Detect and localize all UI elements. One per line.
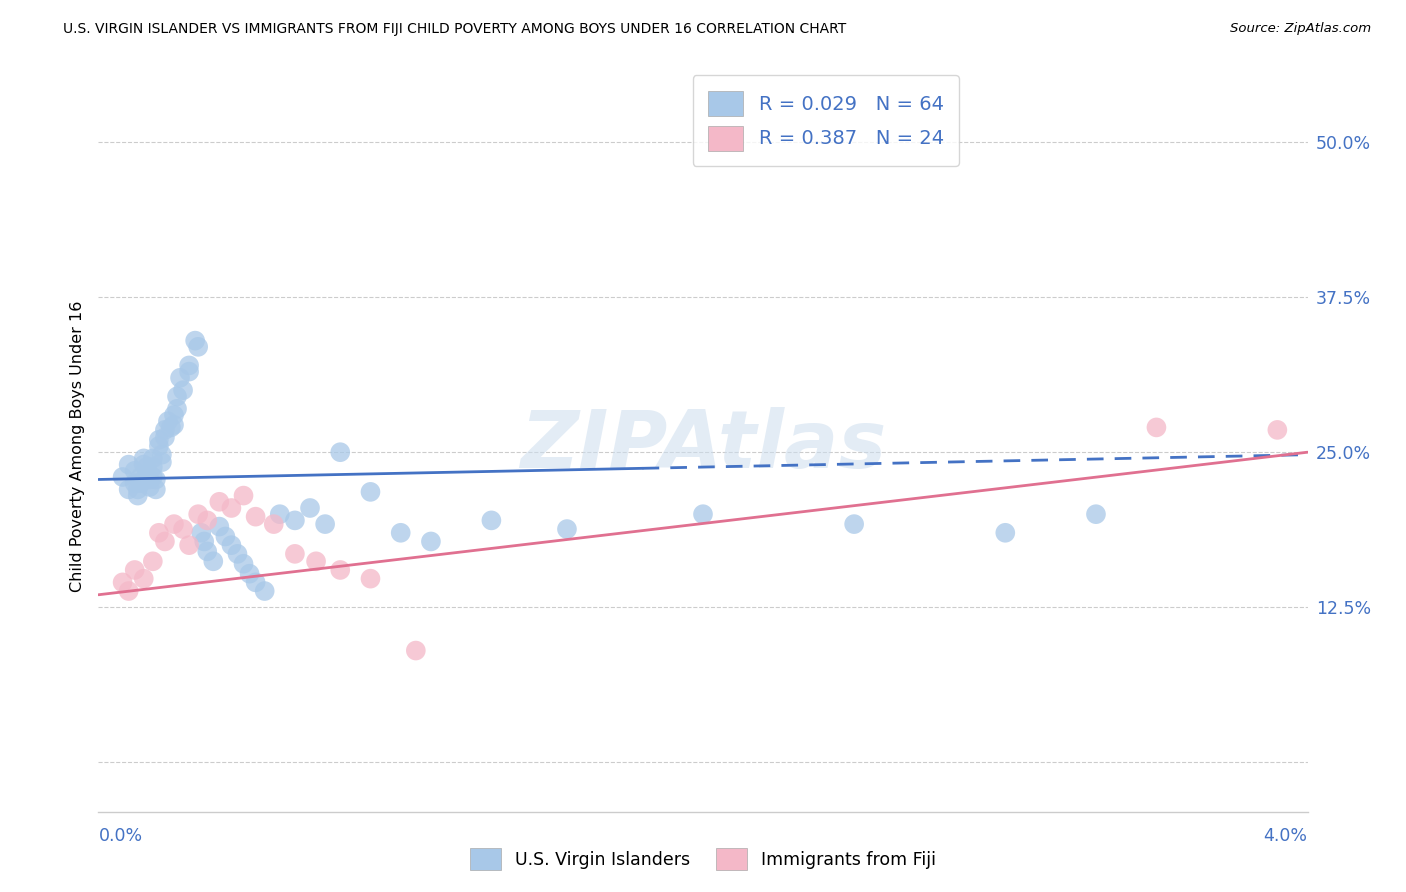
- Point: [163, 408, 186, 422]
- Point: [142, 470, 165, 484]
- Text: 4.0%: 4.0%: [1264, 827, 1308, 845]
- Point: [190, 525, 212, 540]
- Point: [1146, 420, 1168, 434]
- Point: [405, 643, 427, 657]
- Point: [184, 334, 207, 348]
- Point: [145, 483, 167, 497]
- Point: [221, 538, 243, 552]
- Point: [1267, 423, 1289, 437]
- Point: [153, 534, 176, 549]
- Point: [132, 458, 155, 472]
- Point: [124, 563, 146, 577]
- Text: U.S. VIRGIN ISLANDER VS IMMIGRANTS FROM FIJI CHILD POVERTY AMONG BOYS UNDER 16 C: U.S. VIRGIN ISLANDER VS IMMIGRANTS FROM …: [63, 22, 846, 37]
- Point: [245, 509, 267, 524]
- Point: [202, 554, 225, 568]
- Point: [239, 566, 262, 581]
- Text: 0.0%: 0.0%: [98, 827, 142, 845]
- Point: [994, 525, 1017, 540]
- Point: [127, 489, 149, 503]
- Point: [129, 470, 152, 484]
- Point: [226, 547, 249, 561]
- Legend: U.S. Virgin Islanders, Immigrants from Fiji: U.S. Virgin Islanders, Immigrants from F…: [461, 839, 945, 879]
- Point: [253, 584, 276, 599]
- Point: [153, 430, 176, 444]
- Point: [163, 517, 186, 532]
- Point: [172, 522, 194, 536]
- Point: [179, 359, 201, 373]
- Point: [150, 448, 173, 462]
- Point: [263, 517, 285, 532]
- Point: [139, 480, 162, 494]
- Point: [142, 460, 165, 475]
- Point: [329, 445, 352, 459]
- Point: [166, 401, 188, 416]
- Point: [389, 525, 412, 540]
- Point: [179, 365, 201, 379]
- Point: [148, 439, 170, 453]
- Point: [269, 507, 291, 521]
- Point: [329, 563, 352, 577]
- Point: [153, 423, 176, 437]
- Point: [124, 476, 146, 491]
- Point: [187, 340, 209, 354]
- Point: [148, 525, 170, 540]
- Point: [163, 417, 186, 432]
- Point: [111, 575, 134, 590]
- Point: [195, 544, 218, 558]
- Point: [124, 464, 146, 478]
- Point: [187, 507, 209, 521]
- Point: [284, 547, 307, 561]
- Text: ZIPAtlas: ZIPAtlas: [520, 407, 886, 485]
- Point: [360, 484, 382, 499]
- Point: [232, 557, 254, 571]
- Point: [148, 433, 170, 447]
- Point: [221, 500, 243, 515]
- Point: [555, 522, 578, 536]
- Point: [232, 489, 254, 503]
- Point: [145, 473, 167, 487]
- Text: Source: ZipAtlas.com: Source: ZipAtlas.com: [1230, 22, 1371, 36]
- Point: [132, 451, 155, 466]
- Point: [169, 371, 191, 385]
- Point: [692, 507, 714, 521]
- Point: [299, 500, 322, 515]
- Point: [135, 467, 157, 482]
- Point: [132, 572, 155, 586]
- Point: [160, 420, 183, 434]
- Point: [208, 495, 231, 509]
- Point: [142, 451, 165, 466]
- Point: [284, 513, 307, 527]
- Point: [195, 513, 218, 527]
- Legend: R = 0.029   N = 64, R = 0.387   N = 24: R = 0.029 N = 64, R = 0.387 N = 24: [693, 75, 959, 166]
- Point: [179, 538, 201, 552]
- Point: [166, 389, 188, 403]
- Point: [139, 473, 162, 487]
- Point: [305, 554, 328, 568]
- Point: [118, 458, 141, 472]
- Point: [118, 584, 141, 599]
- Point: [208, 519, 231, 533]
- Point: [172, 383, 194, 397]
- Point: [156, 414, 179, 428]
- Y-axis label: Child Poverty Among Boys Under 16: Child Poverty Among Boys Under 16: [69, 301, 84, 591]
- Point: [142, 554, 165, 568]
- Point: [1085, 507, 1108, 521]
- Point: [214, 529, 236, 543]
- Point: [844, 517, 866, 532]
- Point: [193, 534, 215, 549]
- Point: [111, 470, 134, 484]
- Point: [314, 517, 336, 532]
- Point: [245, 575, 267, 590]
- Point: [360, 572, 382, 586]
- Point: [118, 483, 141, 497]
- Point: [150, 455, 173, 469]
- Point: [135, 460, 157, 475]
- Point: [481, 513, 503, 527]
- Point: [420, 534, 443, 549]
- Point: [129, 476, 152, 491]
- Point: [127, 483, 149, 497]
